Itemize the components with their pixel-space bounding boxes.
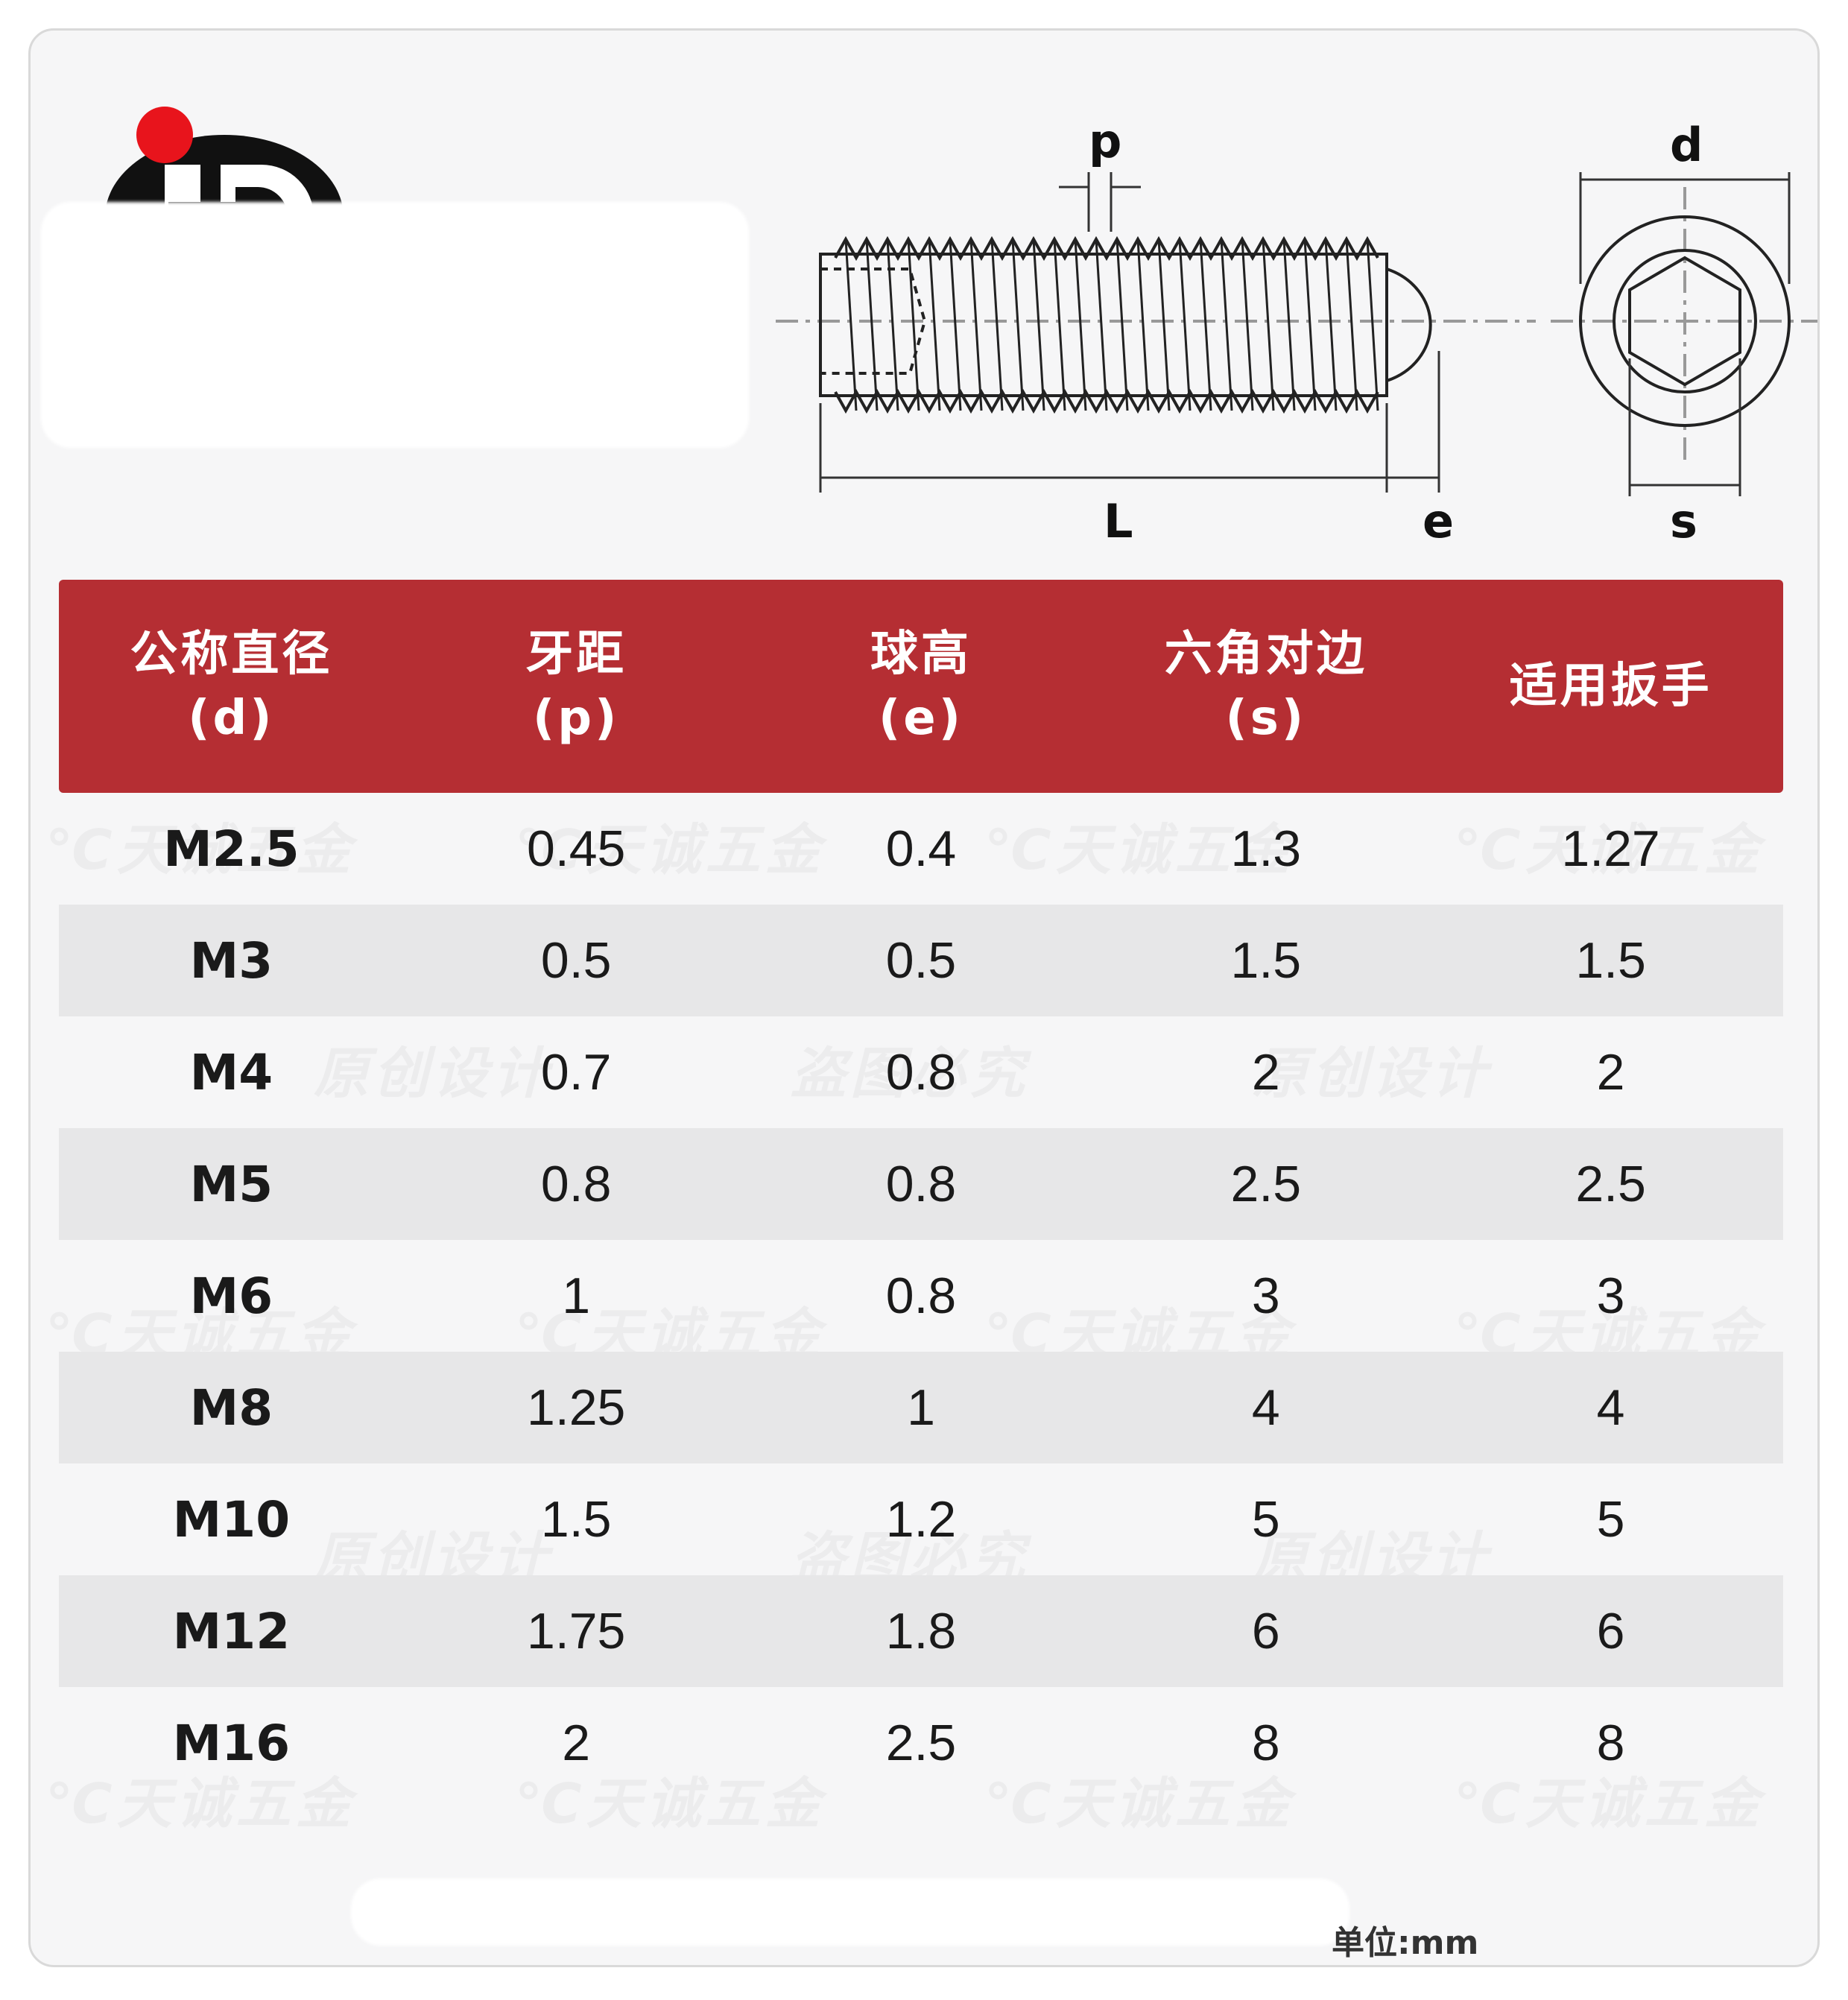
table-row: M6 1 0.8 3 3 <box>59 1240 1783 1352</box>
table-cell: 0.5 <box>540 932 612 989</box>
table-cell: 0.4 <box>885 820 957 877</box>
table-cell: 8 <box>1596 1715 1625 1771</box>
table-row: M16 2 2.5 8 8 <box>59 1687 1783 1799</box>
table-cell: 5 <box>1251 1491 1280 1548</box>
table-cell: 6 <box>1596 1603 1625 1659</box>
table-cell: 0.8 <box>540 1156 612 1212</box>
table-cell: 6 <box>1251 1603 1280 1659</box>
table-cell: 2.5 <box>1575 1156 1646 1212</box>
header-pitch: 牙距 (p) <box>525 627 627 746</box>
header-hex-width: 六角对边 (s) <box>1164 627 1367 746</box>
header-ball-height: 球高 (e) <box>870 627 972 746</box>
spec-table: 公称直径 (d) 牙距 (p) 球高 (e) 六角对边 (s) 适用扳手 M2.… <box>59 580 1783 1799</box>
table-cell: 1.8 <box>885 1603 957 1659</box>
table-row: M3 0.5 0.5 1.5 1.5 <box>59 905 1783 1016</box>
table-cell: M5 <box>189 1155 273 1213</box>
table-cell: 3 <box>1251 1268 1280 1324</box>
table-cell: 0.8 <box>885 1044 957 1101</box>
table-cell: 0.5 <box>885 932 957 989</box>
table-cell: M12 <box>172 1602 291 1660</box>
unit-label: 单位:mm <box>1332 1924 1479 1962</box>
table-row: M8 1.25 1 4 4 <box>59 1352 1783 1463</box>
table-cell: M10 <box>172 1490 291 1548</box>
table-cell: 2 <box>1596 1044 1625 1101</box>
table-row: M2.5 0.45 0.4 1.3 1.27 <box>59 793 1783 905</box>
header-nominal-diameter: 公称直径 (d) <box>130 627 333 746</box>
table-cell: 1.5 <box>1230 932 1302 989</box>
spec-card: ℃天诚五金 ℃天诚五金 ℃天诚五金 ℃天诚五金 原创设计 盗图必究 原创设计 ℃… <box>28 28 1820 1967</box>
table-cell: 1.5 <box>540 1491 612 1548</box>
table-cell: 2 <box>562 1715 591 1771</box>
table-cell: M2.5 <box>163 820 300 878</box>
table-cell: M16 <box>172 1714 291 1772</box>
table-cell: 1 <box>907 1379 935 1436</box>
table-cell: 2.5 <box>885 1715 957 1771</box>
table-row: M10 1.5 1.2 5 5 <box>59 1463 1783 1575</box>
table-cell: 1.3 <box>1230 820 1302 877</box>
table-body: M2.5 0.45 0.4 1.3 1.27 M3 0.5 0.5 1.5 1.5 M4 0.7 0.8… <box>59 793 1783 1799</box>
table-row: M4 0.7 0.8 2 2 <box>59 1016 1783 1128</box>
table-cell: 4 <box>1251 1379 1280 1436</box>
table-cell: M6 <box>189 1267 273 1325</box>
table-cell: 5 <box>1596 1491 1625 1548</box>
obscured-brand-name <box>41 202 749 448</box>
table-cell: 1.25 <box>527 1379 626 1436</box>
table-cell: 2.5 <box>1230 1156 1302 1212</box>
table-cell: 0.45 <box>527 820 626 877</box>
set-screw-drawing: p d L e s <box>776 114 1817 548</box>
table-cell: M3 <box>189 931 273 990</box>
label-e: e <box>1423 494 1454 548</box>
obscured-footer-text <box>351 1879 1349 1946</box>
table-row: M12 1.75 1.8 6 6 <box>59 1575 1783 1687</box>
table-cell: M8 <box>189 1379 273 1437</box>
table-cell: 1 <box>562 1268 591 1324</box>
table-cell: 1.27 <box>1561 820 1660 877</box>
table-cell: 1.5 <box>1575 932 1646 989</box>
label-L: L <box>1104 494 1133 548</box>
table-cell: 4 <box>1596 1379 1625 1436</box>
label-s: s <box>1670 494 1697 548</box>
table-cell: 1.2 <box>885 1491 957 1548</box>
header-wrench: 适用扳手 <box>1509 659 1712 714</box>
table-cell: 0.8 <box>885 1268 957 1324</box>
table-cell: 0.7 <box>540 1044 612 1101</box>
label-p: p <box>1089 114 1121 168</box>
table-row: M5 0.8 0.8 2.5 2.5 <box>59 1128 1783 1240</box>
table-cell: 0.8 <box>885 1156 957 1212</box>
table-cell: 3 <box>1596 1268 1625 1324</box>
label-d: d <box>1670 118 1703 172</box>
table-header: 公称直径 (d) 牙距 (p) 球高 (e) 六角对边 (s) 适用扳手 <box>59 580 1783 793</box>
table-cell: M4 <box>189 1043 273 1101</box>
table-cell: 8 <box>1251 1715 1280 1771</box>
table-cell: 2 <box>1251 1044 1280 1101</box>
table-cell: 1.75 <box>527 1603 626 1659</box>
